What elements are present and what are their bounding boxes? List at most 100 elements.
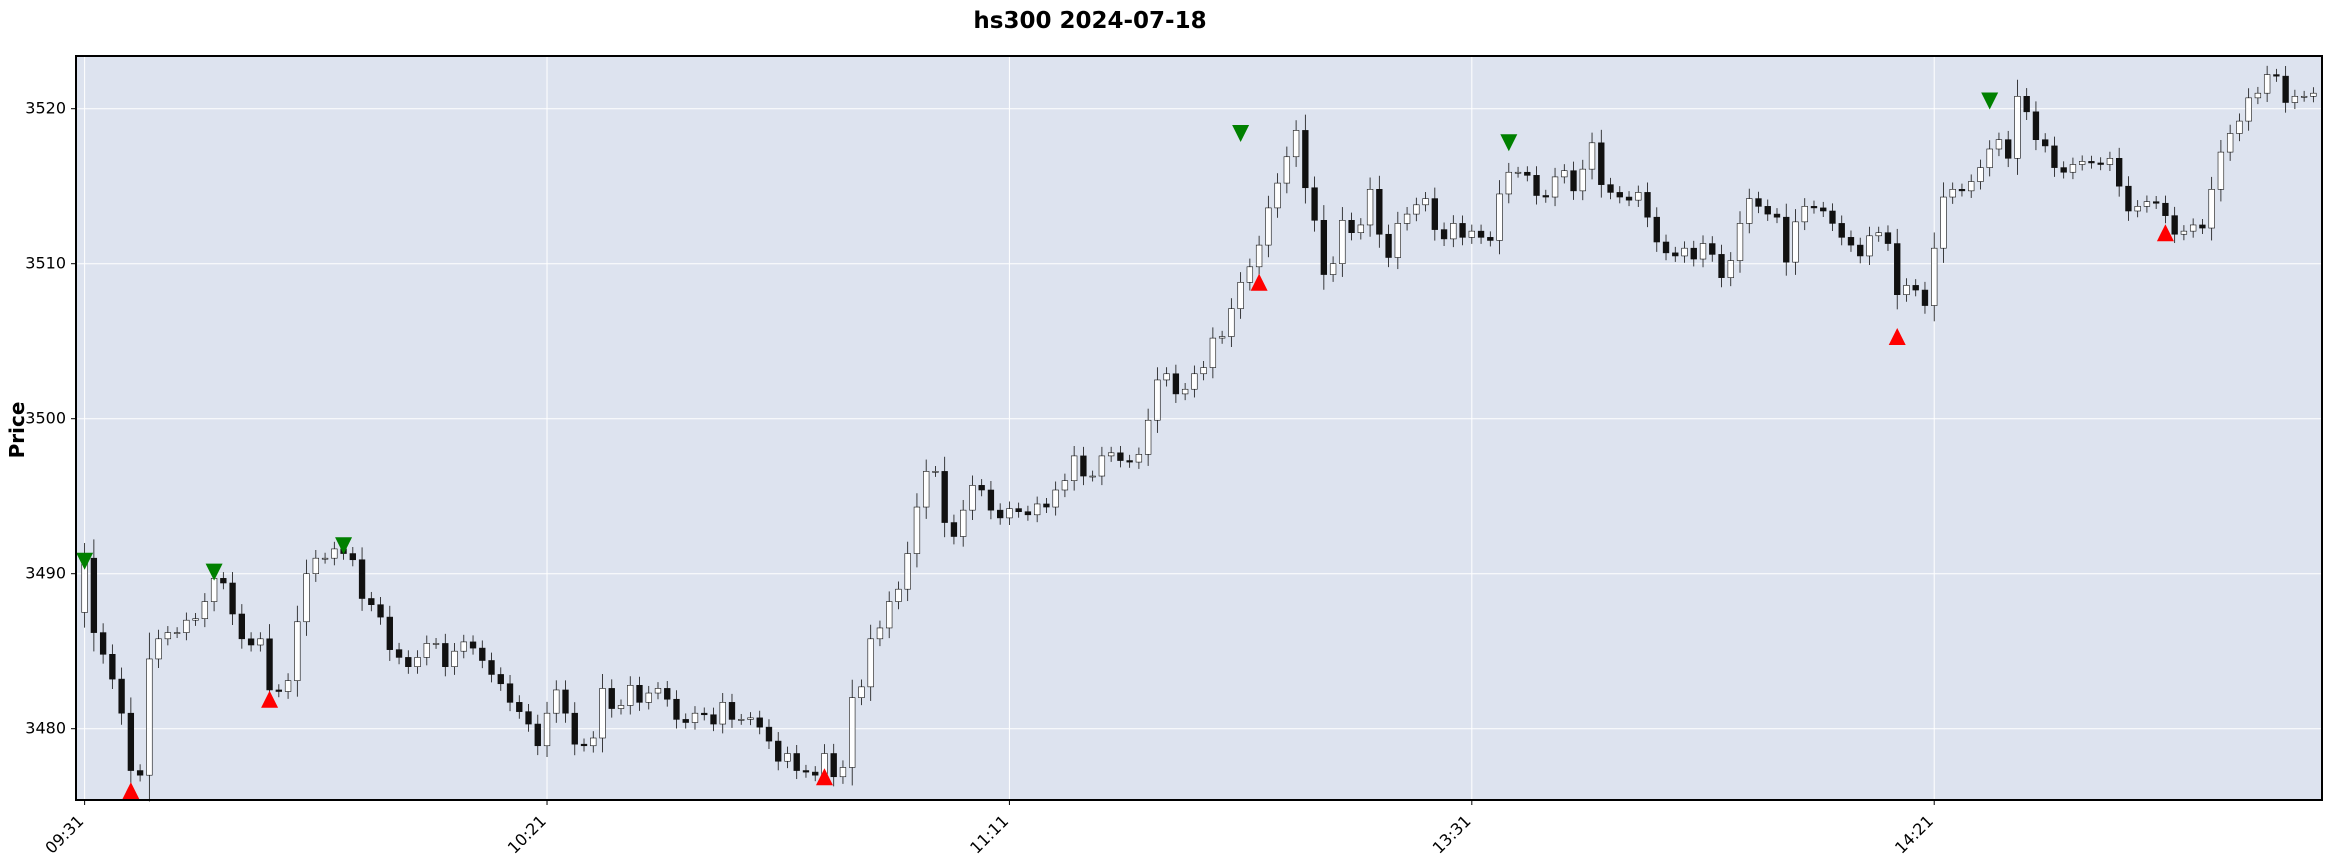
candle-body xyxy=(664,688,671,700)
candle xyxy=(830,743,837,787)
candle xyxy=(358,547,366,611)
candle xyxy=(2079,155,2086,171)
candle xyxy=(1524,166,1531,182)
candle-body xyxy=(673,698,680,720)
candle-body xyxy=(349,553,356,561)
candle xyxy=(469,635,477,655)
candle xyxy=(1200,361,1207,381)
candle-body xyxy=(1440,229,1448,240)
y-tick-label: 3490 xyxy=(25,564,66,583)
candle xyxy=(1089,470,1096,482)
candle xyxy=(442,633,449,677)
candle xyxy=(1903,278,1910,302)
candle-body xyxy=(1209,337,1217,368)
candle xyxy=(1662,234,1670,261)
candle xyxy=(1061,473,1069,498)
candle xyxy=(294,605,301,697)
candle-body xyxy=(488,660,495,675)
candle xyxy=(1292,120,1300,167)
candle xyxy=(2023,88,2030,121)
candle-body xyxy=(553,689,560,714)
candle xyxy=(617,699,625,715)
candle xyxy=(1894,228,1901,310)
candle-body xyxy=(395,649,403,658)
candle-body xyxy=(580,743,588,747)
sell-signal-marker xyxy=(1232,125,1250,142)
candle xyxy=(284,673,292,699)
candle xyxy=(710,707,717,732)
candle-body xyxy=(1496,193,1503,241)
candle xyxy=(303,559,310,636)
candle-body xyxy=(858,686,865,698)
candle xyxy=(599,674,606,753)
candle-body xyxy=(2134,206,2141,212)
candle xyxy=(1413,197,1420,222)
candle xyxy=(1320,205,1328,290)
candle-body xyxy=(2300,96,2308,98)
candle xyxy=(1459,215,1466,246)
candle-body xyxy=(608,688,615,709)
candle-body xyxy=(2023,96,2030,113)
candle-body xyxy=(904,553,911,590)
candle xyxy=(2134,200,2141,218)
candle-body xyxy=(1607,184,1614,193)
candle-body xyxy=(2097,162,2104,165)
candle-body xyxy=(1727,260,1734,278)
candle-body xyxy=(738,719,745,721)
candle-body xyxy=(2088,161,2095,164)
candle-body xyxy=(1172,373,1180,395)
candle-body xyxy=(710,714,717,725)
candle-body xyxy=(284,680,292,692)
candle xyxy=(405,650,412,674)
candle-body xyxy=(2143,201,2151,207)
candle-body xyxy=(2254,92,2262,99)
candle xyxy=(1154,367,1161,433)
candle-body xyxy=(442,643,449,668)
candle-body xyxy=(479,647,486,661)
candle xyxy=(331,541,338,566)
candle xyxy=(1505,162,1512,204)
candle-body xyxy=(987,489,995,511)
candle-body xyxy=(1986,148,1993,168)
candle xyxy=(229,571,236,626)
candle-body xyxy=(275,689,282,692)
candle-body xyxy=(2005,139,2012,159)
candle xyxy=(969,475,976,521)
candle xyxy=(2291,89,2299,110)
candle-body xyxy=(2208,189,2215,229)
candle xyxy=(118,667,125,725)
candle-body xyxy=(1894,243,1901,296)
candle xyxy=(1487,231,1494,247)
candle xyxy=(719,693,726,734)
candle-body xyxy=(1394,223,1401,258)
buy-signal-marker xyxy=(815,768,833,786)
candle-body xyxy=(1339,220,1346,265)
candle-body xyxy=(1588,142,1596,170)
candle-body xyxy=(1431,198,1438,230)
candle-body xyxy=(1163,373,1170,381)
candle-body xyxy=(1949,189,1956,198)
candle-body xyxy=(950,522,958,537)
candle xyxy=(1052,481,1059,516)
candle-body xyxy=(1838,223,1845,238)
candle-body xyxy=(2152,201,2160,204)
candle-body xyxy=(99,632,107,655)
candle-body xyxy=(682,719,689,723)
candle-body xyxy=(1718,254,1725,278)
candle-body xyxy=(257,638,264,646)
candle xyxy=(414,650,421,674)
candle-body xyxy=(210,578,218,602)
candle xyxy=(1607,177,1614,200)
candle-body xyxy=(1653,216,1660,243)
candle xyxy=(562,680,569,723)
candle-body xyxy=(1228,308,1235,337)
candle-body xyxy=(1542,195,1549,198)
candle xyxy=(793,745,800,780)
candle xyxy=(1764,199,1771,221)
candle-body xyxy=(1246,266,1254,283)
candle-body xyxy=(2291,96,2299,103)
candle-body xyxy=(1995,139,2003,150)
candle xyxy=(183,612,190,641)
candle-body xyxy=(1181,388,1189,395)
candle xyxy=(1218,330,1226,344)
